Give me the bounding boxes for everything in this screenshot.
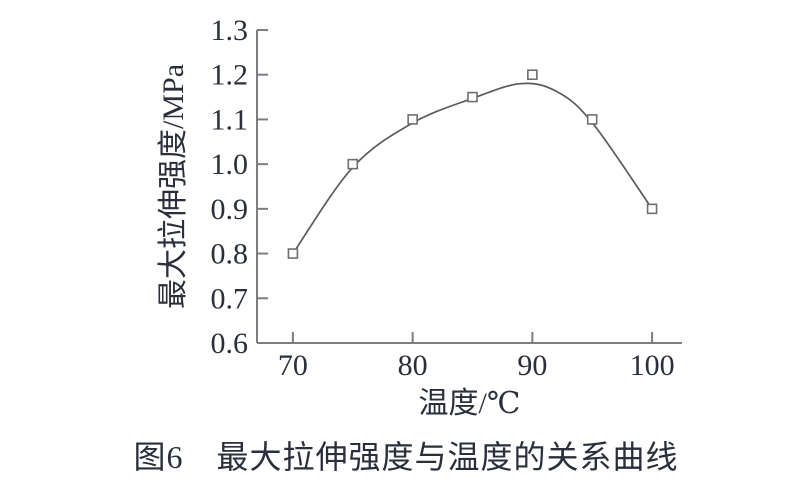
data-point-marker bbox=[527, 69, 538, 81]
y-tick-label: 0.7 bbox=[211, 282, 249, 315]
data-point-marker bbox=[467, 91, 478, 103]
y-tick-label: 0.9 bbox=[211, 193, 249, 226]
x-tick-label: 90 bbox=[517, 349, 547, 382]
data-points bbox=[287, 69, 658, 259]
data-point-marker bbox=[347, 158, 359, 170]
y-axis-label: 最大拉伸强度/MPa bbox=[157, 64, 190, 309]
data-point-marker bbox=[646, 203, 658, 215]
x-tick-label: 70 bbox=[278, 349, 308, 382]
y-tick-label: 1.1 bbox=[211, 103, 249, 136]
y-tick-label: 0.8 bbox=[211, 238, 249, 271]
fit-curve bbox=[292, 82, 653, 255]
y-tick-label: 1.0 bbox=[211, 148, 249, 181]
x-tick-label: 80 bbox=[398, 349, 428, 382]
tensile-strength-temperature-chart: 0.6 0.7 0.8 0.9 1.0 1.1 1.2 1.3 70 80 90 100 温度/℃ 最大拉… bbox=[157, 14, 682, 420]
x-ticks: 70 80 90 100 bbox=[278, 332, 675, 382]
figure-caption: 图6 最大拉伸强度与温度的关系曲线 bbox=[133, 439, 679, 475]
y-tick-label: 0.6 bbox=[211, 327, 249, 360]
data-point-marker bbox=[287, 248, 299, 259]
y-tick-label: 1.2 bbox=[211, 59, 249, 92]
axes bbox=[256, 30, 682, 344]
y-ticks: 0.6 0.7 0.8 0.9 1.0 1.1 1.2 1.3 bbox=[211, 14, 268, 360]
x-tick-label: 100 bbox=[630, 349, 675, 382]
y-tick-label: 1.3 bbox=[211, 14, 249, 47]
data-point-marker bbox=[586, 114, 598, 125]
x-axis-label: 温度/℃ bbox=[419, 387, 521, 420]
data-point-marker bbox=[407, 114, 418, 125]
